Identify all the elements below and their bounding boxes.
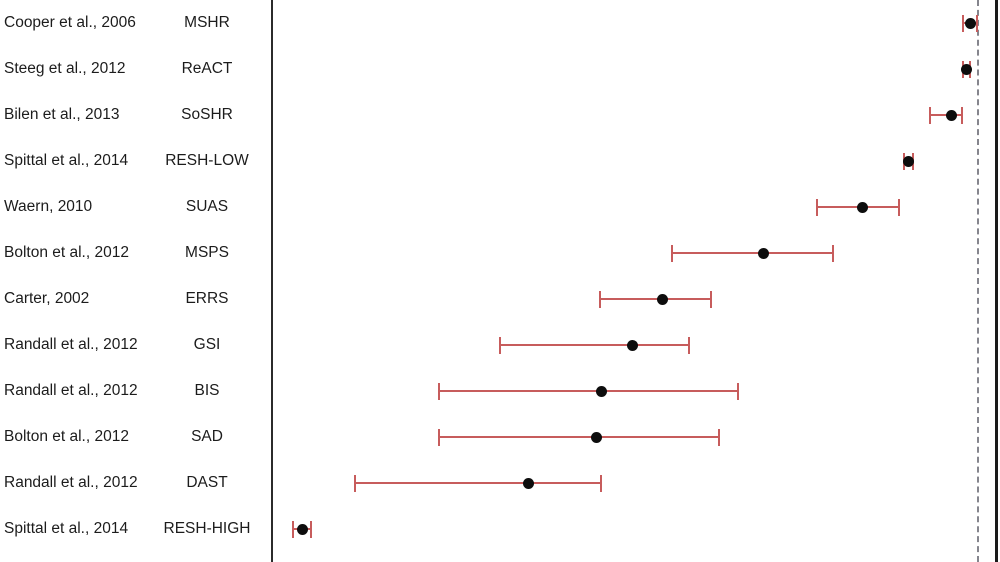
study-label: Spittal et al., 2014 [4, 152, 129, 169]
ci-cap-right [897, 198, 900, 216]
ci-cap-right [976, 14, 979, 32]
scale-label: SAD [191, 428, 223, 445]
point-estimate-dot [902, 155, 914, 167]
point-estimate-dot [961, 63, 973, 75]
ci-cap-left [928, 106, 931, 124]
scale-label: SoSHR [181, 106, 233, 123]
ci-cap-left [670, 244, 673, 262]
ci-cap-left [437, 428, 440, 446]
reference-dashed-line [977, 0, 979, 562]
y-axis-line [271, 0, 273, 562]
study-label: Spittal et al., 2014 [4, 520, 129, 537]
ci-cap-right [710, 290, 713, 308]
scale-label: SUAS [185, 198, 229, 215]
point-estimate-dot [657, 293, 669, 305]
ci-cap-left [291, 520, 294, 538]
point-estimate-dot [296, 523, 308, 535]
point-estimate-dot [857, 201, 869, 213]
study-label: Carter, 2002 [4, 290, 90, 307]
study-label: Waern, 2010 [4, 198, 93, 215]
point-estimate-dot [595, 385, 607, 397]
point-estimate-dot [965, 17, 977, 29]
point-estimate-dot [626, 339, 638, 351]
ci-cap-right [832, 244, 835, 262]
scale-label: DAST [186, 474, 228, 491]
point-estimate-dot [590, 431, 602, 443]
study-label: Bolton et al., 2012 [4, 428, 129, 445]
ci-cap-right [310, 520, 313, 538]
study-label: Randall et al., 2012 [4, 336, 138, 353]
scale-label: MSPS [185, 244, 229, 261]
scale-label: GSI [193, 336, 221, 353]
scale-label: RESH-LOW [165, 152, 249, 169]
ci-cap-left [599, 290, 602, 308]
ci-cap-left [437, 382, 440, 400]
confidence-interval-bar [671, 252, 834, 254]
study-label: Steeg et al., 2012 [4, 60, 126, 77]
ci-cap-right [717, 428, 720, 446]
ci-cap-left [499, 336, 502, 354]
confidence-interval-bar [438, 390, 739, 392]
confidence-interval-bar [600, 298, 712, 300]
point-estimate-dot [758, 247, 770, 259]
confidence-interval-bar [355, 482, 602, 484]
study-label: Bolton et al., 2012 [4, 244, 129, 261]
study-label: Randall et al., 2012 [4, 382, 138, 399]
ci-cap-right [960, 106, 963, 124]
study-label: Cooper et al., 2006 [4, 14, 136, 31]
scale-label: BIS [194, 382, 220, 399]
ci-cap-right [600, 474, 603, 492]
scale-label: ERRS [185, 290, 229, 307]
point-estimate-dot [522, 477, 534, 489]
plot-right-border [995, 0, 998, 562]
confidence-interval-bar [438, 436, 719, 438]
point-estimate-dot [945, 109, 957, 121]
study-label: Bilen et al., 2013 [4, 106, 120, 123]
confidence-interval-bar [500, 344, 689, 346]
ci-cap-left [962, 14, 965, 32]
ci-cap-left [354, 474, 357, 492]
scale-label: ReACT [181, 60, 233, 77]
study-label: Randall et al., 2012 [4, 474, 138, 491]
ci-cap-right [687, 336, 690, 354]
ci-cap-left [815, 198, 818, 216]
ci-cap-right [737, 382, 740, 400]
scale-label: RESH-HIGH [163, 520, 251, 537]
scale-label: MSHR [184, 14, 230, 31]
